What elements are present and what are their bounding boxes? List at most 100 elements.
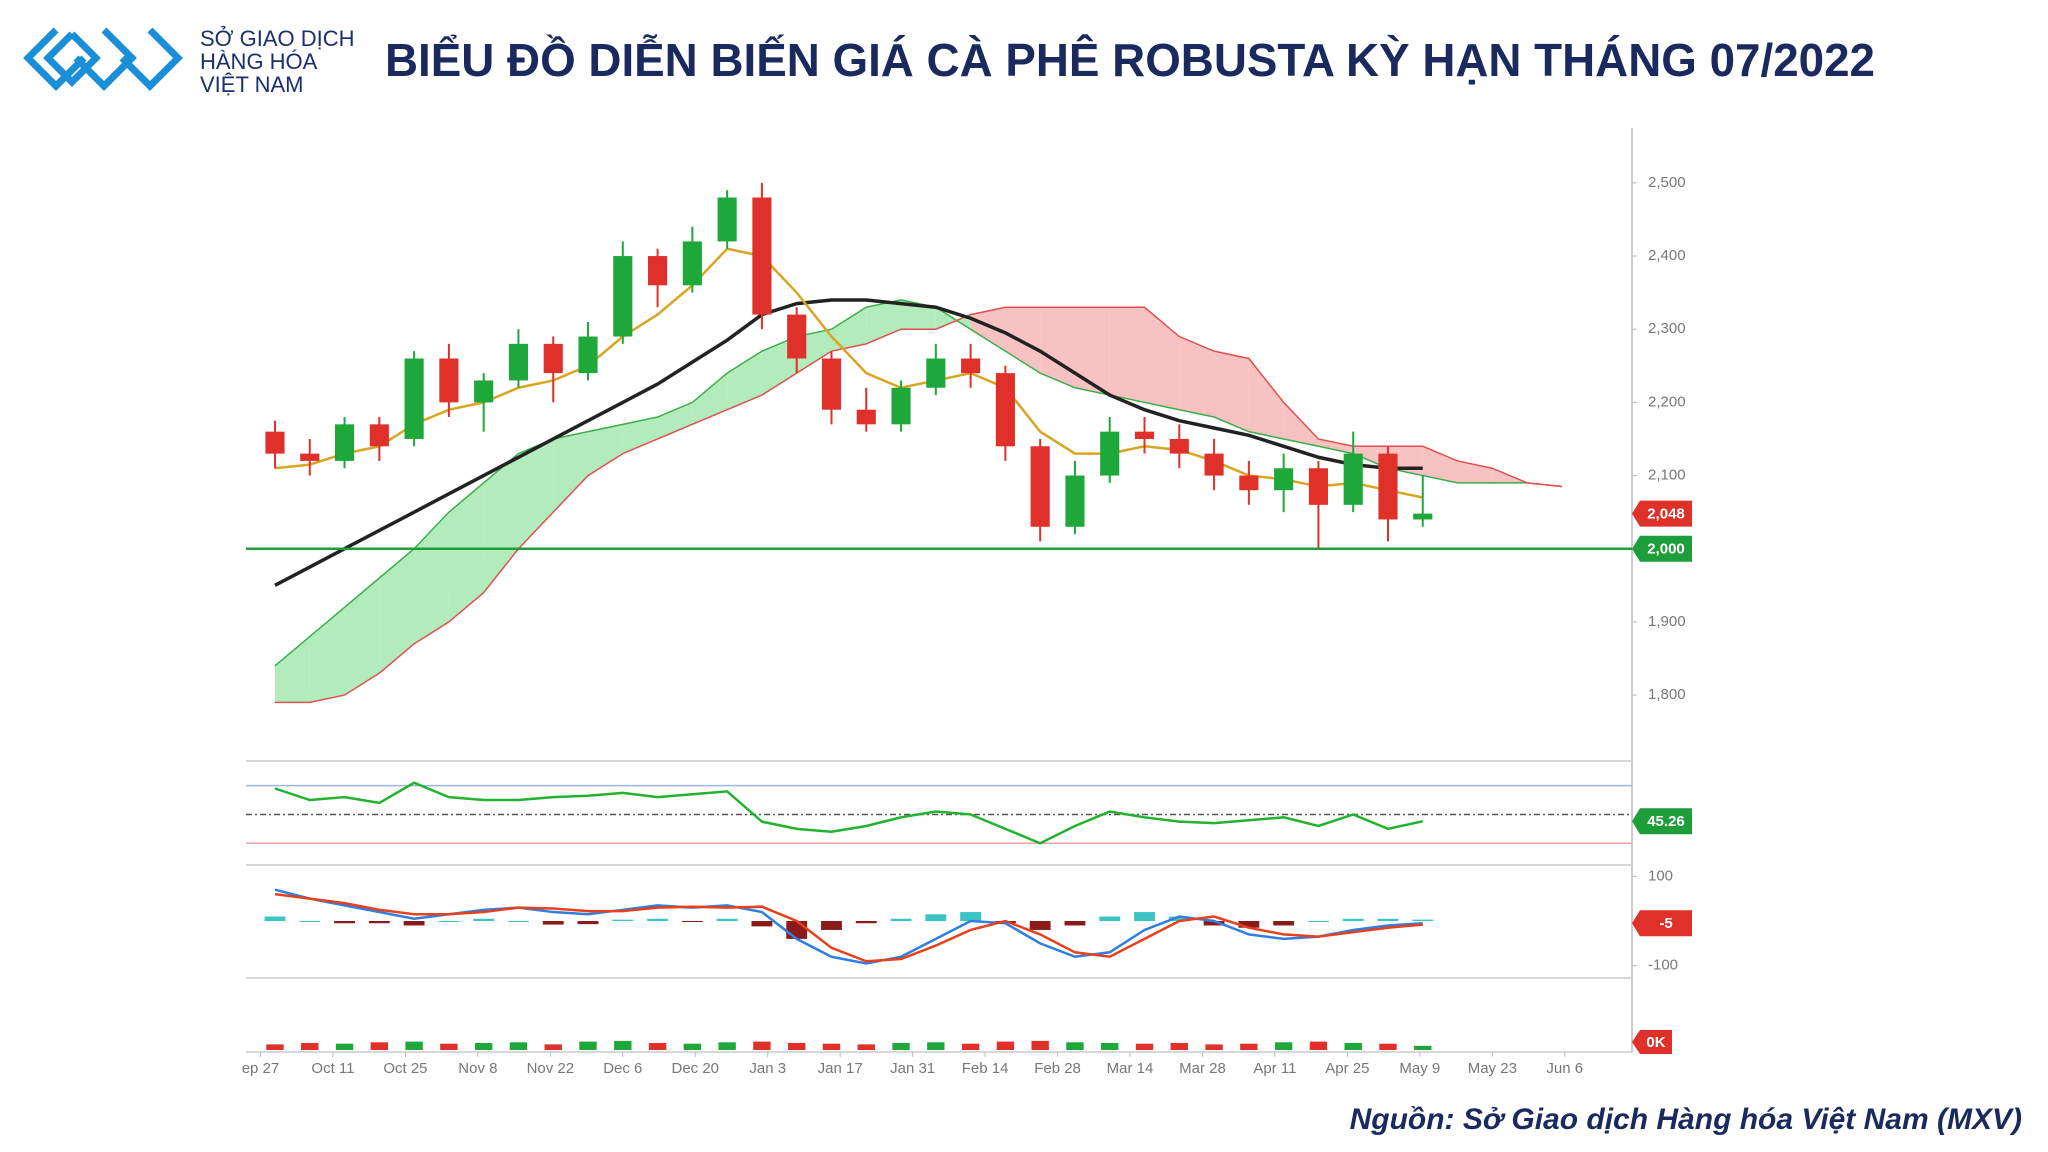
x-tick-label: Jan 3 bbox=[749, 1060, 786, 1077]
volume-bar bbox=[405, 1041, 423, 1050]
logo-text: SỞ GIAO DỊCH bbox=[200, 26, 355, 51]
volume-bar bbox=[1274, 1042, 1293, 1050]
candle-body bbox=[821, 358, 842, 410]
histogram-bar bbox=[1377, 918, 1399, 921]
candle-body bbox=[648, 256, 668, 286]
volume-bar bbox=[1344, 1043, 1362, 1050]
volume-bar bbox=[1379, 1043, 1397, 1050]
histogram-bar bbox=[1099, 916, 1121, 921]
candle-body bbox=[1378, 453, 1398, 520]
x-tick-label: Feb 28 bbox=[1034, 1060, 1081, 1077]
x-tick-label: Oct 11 bbox=[311, 1060, 354, 1077]
x-tick-label: Dec 20 bbox=[671, 1060, 719, 1077]
histogram-bar bbox=[821, 921, 842, 930]
candle-body bbox=[717, 197, 737, 242]
histogram-bar bbox=[855, 921, 877, 924]
histogram-bar bbox=[1342, 918, 1364, 921]
volume-bar bbox=[648, 1043, 667, 1050]
candle-body bbox=[1239, 475, 1259, 491]
candle-body bbox=[961, 358, 981, 374]
candle-body bbox=[1308, 468, 1328, 505]
logo-shape bbox=[43, 31, 101, 87]
histogram-bar bbox=[508, 921, 529, 922]
candle-body bbox=[891, 387, 911, 425]
volume-bar bbox=[857, 1044, 875, 1050]
histogram-bar bbox=[1307, 921, 1329, 922]
cloud-segment bbox=[970, 307, 1006, 352]
volume-bar bbox=[683, 1043, 702, 1050]
x-tick-label: May 9 bbox=[1399, 1060, 1440, 1077]
x-tick-label: Nov 8 bbox=[458, 1060, 497, 1077]
candle-body bbox=[508, 343, 529, 381]
candle-body bbox=[856, 409, 876, 425]
x-tick-label: Jan 31 bbox=[890, 1060, 935, 1077]
candle-body bbox=[1204, 453, 1224, 476]
cloud-segment bbox=[588, 424, 623, 476]
volume-bar bbox=[1135, 1043, 1154, 1050]
volume-bar bbox=[892, 1043, 910, 1050]
candle-body bbox=[1100, 431, 1120, 476]
candle-body bbox=[1274, 468, 1294, 491]
histogram-bar bbox=[542, 921, 564, 925]
x-tick-label: ep 27 bbox=[242, 1060, 280, 1077]
line-series bbox=[274, 781, 1424, 845]
cloud-segment bbox=[692, 373, 728, 425]
x-tick-label: May 23 bbox=[1468, 1060, 1517, 1077]
histogram-bar bbox=[1168, 916, 1190, 921]
volume-bar bbox=[301, 1043, 319, 1050]
candle-body bbox=[613, 256, 633, 337]
source: Nguồn: Sở Giao dịch Hàng hóa Việt Nam (M… bbox=[1350, 1103, 2022, 1136]
histogram-bar bbox=[1064, 921, 1086, 926]
x-tick-label: Dec 6 bbox=[603, 1060, 642, 1077]
volume-bar bbox=[788, 1043, 806, 1050]
cloud-segment bbox=[344, 578, 380, 696]
candle-body bbox=[578, 336, 598, 374]
volume-bar bbox=[927, 1042, 945, 1050]
volume-bar bbox=[1066, 1042, 1084, 1050]
histogram-bar bbox=[1412, 919, 1434, 921]
volume-bar bbox=[753, 1041, 771, 1050]
volume-bar bbox=[509, 1042, 528, 1050]
cloud-segment bbox=[483, 453, 519, 593]
histogram-bar bbox=[577, 921, 599, 925]
histogram-bar bbox=[925, 914, 947, 921]
candle-body bbox=[995, 373, 1015, 447]
histogram-bar bbox=[334, 921, 355, 924]
chart-title: BIỂU ĐỒ DIỄN BIẾN GIÁ CÀ PHÊ ROBUSTA KỲ … bbox=[385, 34, 1875, 86]
cloud-segment bbox=[414, 512, 449, 644]
candle-body bbox=[369, 424, 389, 447]
histogram-bar bbox=[681, 921, 703, 922]
cloud-segment bbox=[1318, 438, 1354, 454]
volume-bar bbox=[544, 1044, 562, 1050]
cloud-segment bbox=[1144, 307, 1180, 410]
volume-bar bbox=[614, 1040, 632, 1050]
value-box-label: 45.26 bbox=[1647, 813, 1685, 830]
y-tick-label: 100 bbox=[1648, 867, 1673, 884]
histogram-bar bbox=[716, 918, 738, 921]
value-box-label: 2,048 bbox=[1647, 506, 1685, 523]
cloud-segment bbox=[727, 351, 762, 410]
cloud-segment bbox=[274, 636, 310, 703]
volume-bar bbox=[266, 1044, 284, 1050]
histogram-bar bbox=[786, 921, 808, 939]
volume-bar bbox=[996, 1041, 1015, 1050]
volume-bar bbox=[1031, 1040, 1049, 1050]
candle-body bbox=[1065, 475, 1085, 527]
volume-bar bbox=[1101, 1043, 1119, 1050]
volume-bar bbox=[961, 1043, 980, 1050]
cloud-segment bbox=[657, 402, 693, 439]
y-tick-label: 1,900 bbox=[1648, 613, 1686, 630]
histogram-bar bbox=[1029, 921, 1051, 930]
volume-bar bbox=[579, 1041, 597, 1050]
volume-bar bbox=[335, 1043, 354, 1050]
cloud-segment bbox=[1422, 446, 1458, 483]
y-tick-label: 2,300 bbox=[1648, 320, 1686, 337]
volume-bar bbox=[474, 1043, 493, 1050]
histogram-bar bbox=[438, 921, 460, 922]
logo-shape bbox=[23, 27, 87, 91]
volume-bar bbox=[1414, 1045, 1432, 1050]
logo-shape bbox=[73, 27, 137, 91]
histogram-bar bbox=[368, 921, 390, 924]
